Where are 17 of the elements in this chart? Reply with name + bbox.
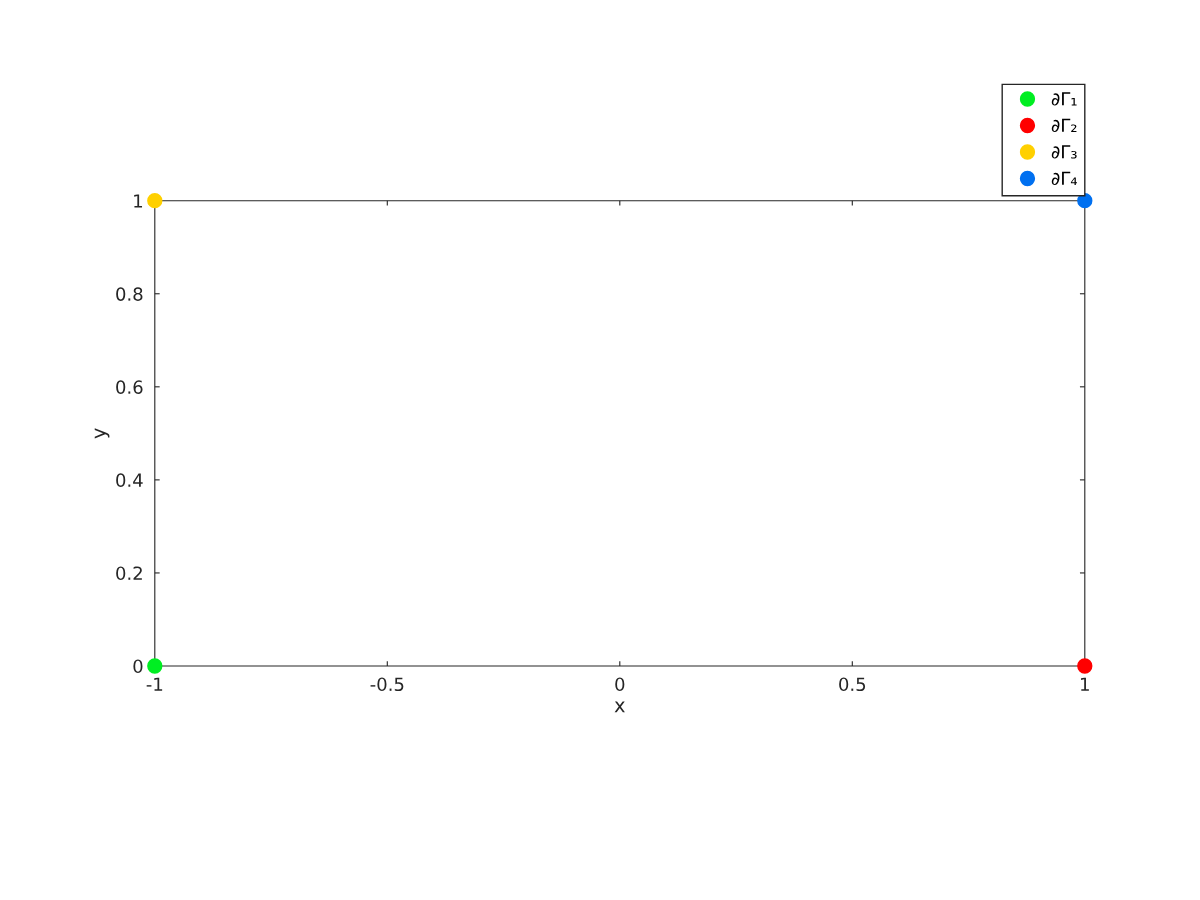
x-tick-label: -1 bbox=[146, 677, 163, 691]
y-tick-label: 1 bbox=[134, 194, 143, 208]
legend-label: ∂Γ₂ bbox=[1051, 118, 1077, 133]
y-tick-label: 0.8 bbox=[116, 287, 143, 301]
x-tick-label: 0.5 bbox=[839, 677, 866, 692]
y-tick-label: 0.2 bbox=[116, 566, 142, 581]
x-tick-label: 0 bbox=[615, 677, 625, 692]
legend-label: ∂Γ₄ bbox=[1051, 171, 1078, 186]
y-tick-label: 0 bbox=[133, 659, 143, 674]
legend-label: ∂Γ₃ bbox=[1051, 145, 1077, 159]
x-tick-label: -0.5 bbox=[370, 677, 404, 692]
x-tick-label: 1 bbox=[1081, 677, 1089, 691]
y-tick-label: 0.4 bbox=[116, 473, 143, 487]
x-axis-title: x bbox=[614, 701, 625, 713]
legend-label: ∂Γ₁ bbox=[1051, 92, 1077, 106]
y-tick-label: 0.6 bbox=[116, 380, 143, 394]
y-axis-title: y bbox=[94, 428, 110, 439]
